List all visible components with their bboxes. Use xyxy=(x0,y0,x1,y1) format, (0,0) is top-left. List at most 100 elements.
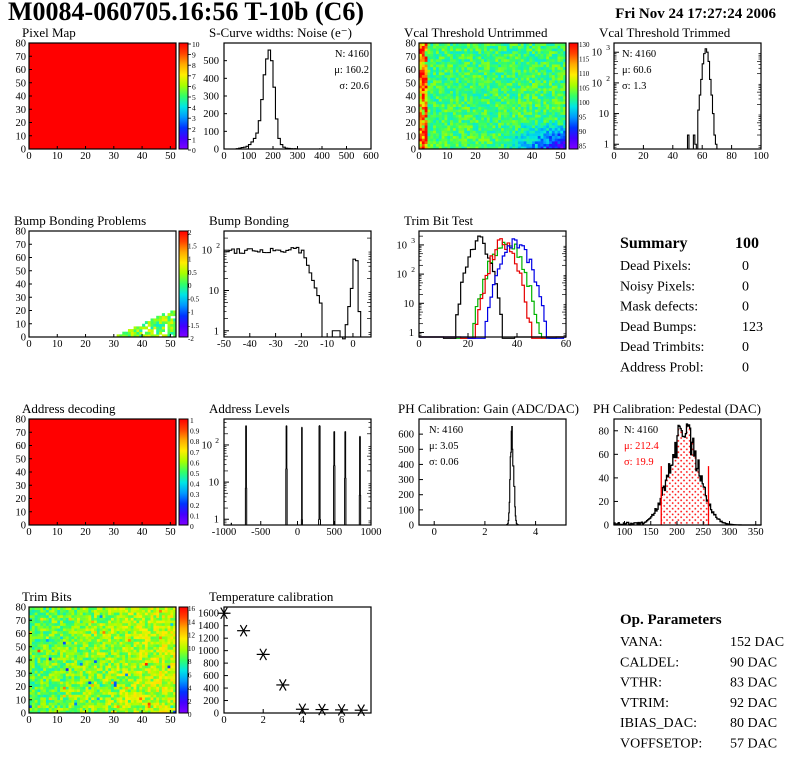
svg-text:50: 50 xyxy=(16,78,27,89)
svg-text:3: 3 xyxy=(411,236,415,245)
svg-text:150: 150 xyxy=(643,527,659,538)
svg-text:0: 0 xyxy=(295,527,300,538)
svg-text:100: 100 xyxy=(753,151,769,162)
svg-text:-30: -30 xyxy=(269,339,283,350)
svg-text:-500: -500 xyxy=(251,527,270,538)
svg-text:200: 200 xyxy=(203,696,219,707)
svg-text:80: 80 xyxy=(16,415,27,426)
svg-text:40: 40 xyxy=(16,280,27,291)
svg-text:80: 80 xyxy=(406,39,417,50)
svg-text:1600: 1600 xyxy=(198,609,219,620)
svg-text:6: 6 xyxy=(339,715,344,726)
svg-text:-10: -10 xyxy=(320,339,334,350)
svg-text:400: 400 xyxy=(203,74,219,85)
svg-text:400: 400 xyxy=(398,460,414,471)
svg-text:4: 4 xyxy=(188,685,192,693)
svg-text:1: 1 xyxy=(190,416,194,425)
svg-text:60: 60 xyxy=(697,151,708,162)
svg-text:30: 30 xyxy=(109,527,120,538)
svg-text:60: 60 xyxy=(561,339,572,350)
svg-text:40: 40 xyxy=(137,715,148,726)
svg-text:20: 20 xyxy=(406,118,417,129)
svg-text:Address Probl:: Address Probl: xyxy=(620,361,704,376)
svg-text:0: 0 xyxy=(21,145,26,156)
svg-text:1000: 1000 xyxy=(361,527,382,538)
svg-text:0: 0 xyxy=(21,521,26,532)
svg-text:30: 30 xyxy=(109,339,120,350)
svg-text:0: 0 xyxy=(604,521,609,532)
svg-text:1400: 1400 xyxy=(198,621,219,632)
svg-text:1: 1 xyxy=(604,140,609,151)
svg-text:20: 20 xyxy=(16,682,27,693)
svg-text:4: 4 xyxy=(300,715,306,726)
svg-text:500: 500 xyxy=(339,151,355,162)
svg-text:80 DAC: 80 DAC xyxy=(730,716,777,731)
svg-text:σ: 1.3: σ: 1.3 xyxy=(622,81,646,92)
svg-text:6: 6 xyxy=(188,671,192,679)
svg-text:0: 0 xyxy=(188,711,192,719)
svg-text:4: 4 xyxy=(533,527,539,538)
svg-text:0: 0 xyxy=(214,145,219,156)
svg-text:30: 30 xyxy=(406,105,417,116)
svg-text:0: 0 xyxy=(416,339,421,350)
svg-text:250: 250 xyxy=(695,527,711,538)
svg-text:20: 20 xyxy=(80,715,91,726)
svg-text:10: 10 xyxy=(397,240,408,251)
svg-text:600: 600 xyxy=(363,151,379,162)
svg-text:40: 40 xyxy=(16,92,27,103)
svg-text:30: 30 xyxy=(16,293,27,304)
svg-text:92 DAC: 92 DAC xyxy=(730,696,777,711)
svg-text:1: 1 xyxy=(188,256,192,264)
svg-text:500: 500 xyxy=(326,527,342,538)
svg-text:100: 100 xyxy=(398,505,414,516)
svg-text:50: 50 xyxy=(165,151,176,162)
svg-text:0: 0 xyxy=(742,300,749,315)
svg-text:70: 70 xyxy=(406,52,417,63)
svg-text:70: 70 xyxy=(16,52,27,63)
svg-text:30: 30 xyxy=(16,105,27,116)
svg-text:10: 10 xyxy=(406,131,417,142)
svg-text:2: 2 xyxy=(188,698,192,706)
svg-text:20: 20 xyxy=(80,339,91,350)
svg-text:40: 40 xyxy=(137,339,148,350)
svg-text:600: 600 xyxy=(398,430,414,441)
svg-text:μ: 160.2: μ: 160.2 xyxy=(334,65,369,76)
svg-text:2: 2 xyxy=(188,229,192,237)
svg-text:N: 4160: N: 4160 xyxy=(622,49,656,60)
svg-text:σ: 20.6: σ: 20.6 xyxy=(339,81,369,92)
svg-text:500: 500 xyxy=(203,56,219,67)
svg-text:60: 60 xyxy=(406,65,417,76)
svg-text:10: 10 xyxy=(397,270,408,281)
svg-text:σ: 0.06: σ: 0.06 xyxy=(429,457,459,468)
svg-text:-40: -40 xyxy=(243,339,257,350)
svg-text:0: 0 xyxy=(350,339,355,350)
svg-text:500: 500 xyxy=(398,445,414,456)
svg-text:VOFFSETOP:: VOFFSETOP: xyxy=(620,737,702,752)
svg-text:40: 40 xyxy=(668,151,679,162)
svg-text:10: 10 xyxy=(209,286,220,297)
svg-text:Dead Bumps:: Dead Bumps: xyxy=(620,320,697,335)
svg-text:400: 400 xyxy=(203,684,219,695)
svg-text:N: 4160: N: 4160 xyxy=(429,425,463,436)
svg-text:0: 0 xyxy=(26,527,31,538)
svg-text:80: 80 xyxy=(599,426,610,437)
svg-text:0: 0 xyxy=(432,527,437,538)
svg-text:70: 70 xyxy=(16,616,27,627)
svg-text:30: 30 xyxy=(109,151,120,162)
svg-text:2: 2 xyxy=(606,74,610,83)
svg-text:20: 20 xyxy=(16,306,27,317)
svg-text:CALDEL:: CALDEL: xyxy=(620,655,679,670)
svg-text:50: 50 xyxy=(165,527,176,538)
svg-text:1: 1 xyxy=(214,326,219,337)
svg-text:40: 40 xyxy=(599,473,610,484)
svg-text:10: 10 xyxy=(202,440,213,451)
svg-text:VANA:: VANA: xyxy=(620,635,663,650)
svg-text:VTRIM:: VTRIM: xyxy=(620,696,669,711)
svg-text:0: 0 xyxy=(416,151,421,162)
svg-text:80: 80 xyxy=(16,603,27,614)
svg-text:-50: -50 xyxy=(217,339,231,350)
svg-text:100: 100 xyxy=(617,527,633,538)
svg-text:100: 100 xyxy=(203,127,219,138)
svg-text:0: 0 xyxy=(742,259,749,274)
svg-text:70: 70 xyxy=(16,428,27,439)
